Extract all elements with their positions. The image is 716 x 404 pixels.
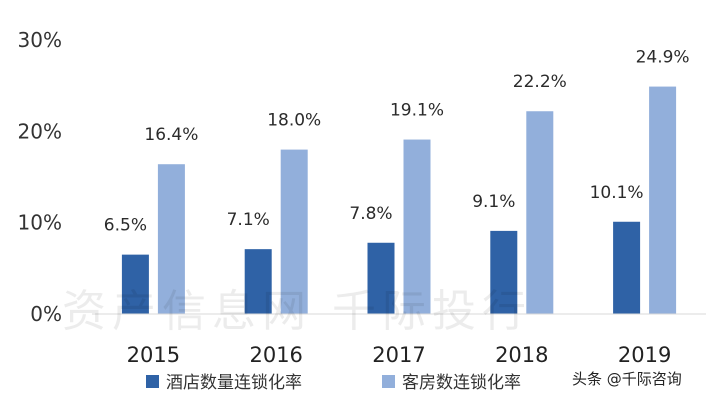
x-axis-labels: 2015 2016 2017 2018 2019 — [127, 343, 672, 367]
y-tick-label: 30% — [18, 28, 62, 52]
y-tick-label: 10% — [18, 211, 62, 235]
legend-label: 酒店数量连锁化率 — [166, 373, 302, 393]
legend-swatch — [382, 375, 395, 388]
data-label: 10.1% — [590, 183, 644, 203]
source-credit: 头条 @千际咨询 — [572, 370, 682, 388]
data-labels: 6.5% 16.4% 7.1% 18.0% 7.8% 19.1% 9.1% 22.2% 10.1… — [104, 48, 690, 236]
bar-room-2018 — [526, 111, 554, 315]
data-label: 9.1% — [472, 192, 515, 212]
bar-hotel-2017 — [367, 242, 395, 314]
x-tick-label: 2017 — [372, 343, 425, 367]
data-label: 24.9% — [636, 48, 690, 68]
data-label: 16.4% — [144, 125, 198, 145]
data-label: 6.5% — [104, 216, 147, 236]
y-tick-label: 0% — [30, 302, 62, 326]
x-tick-label: 2015 — [127, 343, 180, 367]
bar-hotel-2019 — [613, 221, 641, 314]
bar-room-2019 — [649, 86, 677, 314]
y-tick-label: 20% — [18, 119, 62, 143]
x-tick-label: 2018 — [495, 343, 548, 367]
bar-room-2016 — [280, 149, 308, 314]
watermark: 资产信息网 千际投行 — [62, 286, 532, 337]
x-tick-label: 2016 — [249, 343, 302, 367]
data-label: 18.0% — [267, 111, 321, 131]
bar-hotel-2018 — [490, 230, 518, 314]
bar-room-2017 — [403, 139, 431, 314]
legend-label: 客房数连锁化率 — [402, 373, 521, 393]
data-label: 7.1% — [227, 210, 270, 230]
bars — [121, 86, 677, 315]
data-label: 19.1% — [390, 101, 444, 121]
data-label: 22.2% — [513, 72, 567, 92]
y-axis-ticks: 0% 10% 20% 30% — [18, 28, 62, 326]
legend-swatch — [146, 375, 159, 388]
x-tick-label: 2019 — [618, 343, 671, 367]
bar-room-2015 — [157, 164, 185, 314]
legend: 酒店数量连锁化率 客房数连锁化率 — [146, 373, 521, 393]
data-label: 7.8% — [349, 204, 392, 224]
bar-hotel-2016 — [244, 249, 272, 314]
bar-hotel-2015 — [121, 254, 149, 314]
